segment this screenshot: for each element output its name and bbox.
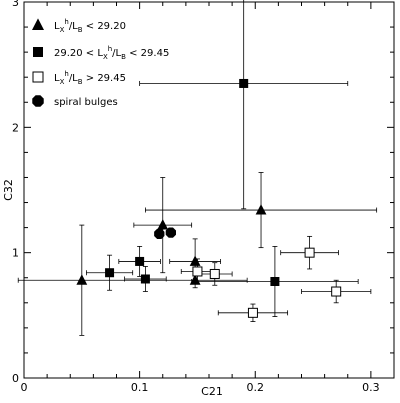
- data-point: [331, 286, 342, 297]
- x-tick-label: 0: [21, 381, 28, 394]
- legend-label-part: h: [64, 70, 68, 78]
- legend-label: LXh/LB < 29.20: [54, 18, 126, 34]
- legend-item: LXh/LB < 29.20: [32, 18, 126, 34]
- data-point: [192, 266, 203, 277]
- x-tick-label: 0.2: [247, 381, 265, 394]
- data-point: [135, 256, 145, 266]
- legend-label: 29.20 < LXh/LB < 29.45: [54, 45, 169, 61]
- legend-marker: [32, 71, 44, 83]
- legend-label-part: /L: [69, 21, 78, 32]
- data-point: [140, 274, 150, 284]
- data-point: [247, 307, 258, 318]
- legend-label-part: 29.20 < L: [54, 48, 103, 59]
- data-point: [255, 204, 267, 215]
- legend-marker: [32, 18, 44, 30]
- legend-label-part: > 29.45: [83, 73, 126, 84]
- data-point: [304, 247, 315, 258]
- data-point: [270, 276, 280, 286]
- x-tick-label: 0.1: [131, 381, 149, 394]
- legend-label-part: B: [78, 26, 83, 34]
- axis-ticks: 0 0.1 0.2 0.3 0 1 2 3: [12, 0, 395, 394]
- legend-label-part: X: [103, 53, 108, 61]
- legend-item: spiral bulges: [32, 95, 118, 108]
- legend-item: LXh/LB > 29.45: [32, 70, 126, 86]
- legend-label-part: X: [60, 78, 65, 86]
- legend-marker: [33, 47, 43, 57]
- legend-label-part: L: [54, 21, 60, 32]
- legend-marker: [32, 95, 44, 107]
- legend-label-part: /L: [69, 73, 78, 84]
- data-point: [105, 268, 115, 278]
- y-tick-label: 2: [12, 121, 19, 134]
- legend-label-part: < 29.45: [126, 48, 169, 59]
- x-axis-label: C21: [201, 385, 223, 398]
- data-point: [76, 274, 88, 285]
- legend-label: spiral bulges: [54, 97, 118, 108]
- legend-label-part: B: [78, 78, 83, 86]
- data-point: [189, 255, 201, 266]
- legend-item: 29.20 < LXh/LB < 29.45: [33, 45, 169, 61]
- legend-label: LXh/LB > 29.45: [54, 70, 126, 86]
- data-markers: [76, 78, 342, 318]
- legend-label-part: /L: [112, 48, 121, 59]
- legend-label-part: B: [121, 53, 126, 61]
- legend-label-part: h: [108, 45, 112, 53]
- y-tick-label: 0: [12, 372, 19, 385]
- y-tick-label: 3: [12, 0, 19, 9]
- data-point: [165, 227, 176, 238]
- data-point: [239, 78, 249, 88]
- data-point: [209, 268, 220, 279]
- legend-label-part: L: [54, 73, 60, 84]
- data-point: [157, 219, 169, 230]
- legend-label-part: X: [60, 26, 65, 34]
- x-tick-label: 0.3: [362, 381, 380, 394]
- y-axis-label: C32: [2, 179, 15, 201]
- legend-label-part: < 29.20: [83, 21, 126, 32]
- y-tick-label: 1: [12, 247, 19, 260]
- data-point: [189, 274, 201, 285]
- legend-label-part: h: [64, 18, 68, 26]
- data-point: [154, 228, 165, 240]
